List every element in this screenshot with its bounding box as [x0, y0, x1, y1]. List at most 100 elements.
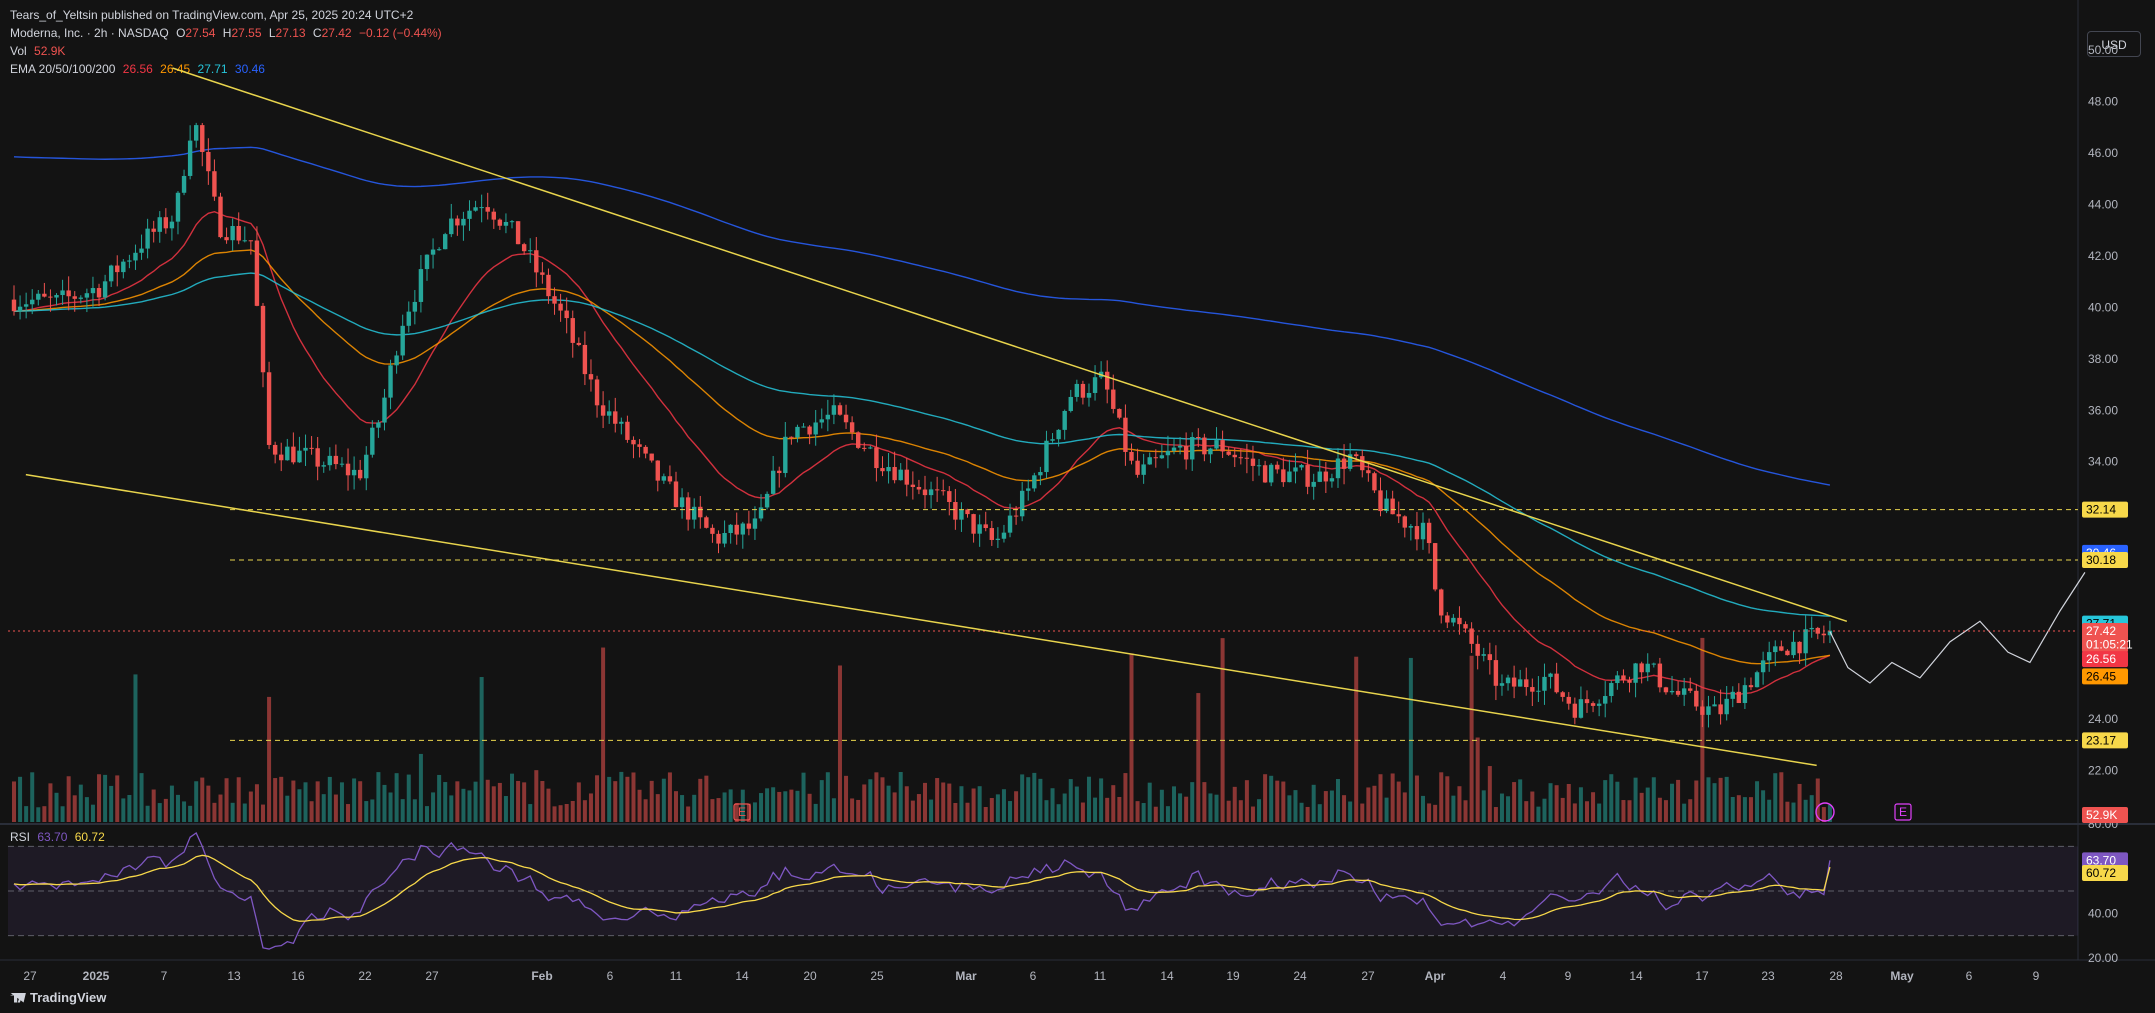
volume-bar [212, 802, 217, 822]
volume-bar [333, 794, 338, 822]
volume-bar [516, 780, 521, 822]
candle-body [406, 311, 411, 326]
volume-bar [1141, 803, 1146, 822]
volume-bar [862, 784, 867, 822]
volume-bar [1202, 782, 1207, 822]
candle-body [1821, 633, 1827, 636]
volume-bar [1815, 778, 1820, 822]
candle-body [1074, 383, 1080, 397]
volume-bar [1287, 795, 1292, 822]
volume-bar [771, 787, 776, 822]
candle-body [704, 517, 709, 528]
volume-bar [582, 800, 587, 822]
price-tag: 01:05:21 [2086, 637, 2133, 651]
volume-bar [1700, 637, 1705, 822]
volume-bar [959, 786, 964, 822]
candle-body [764, 493, 770, 508]
volume-bar [1670, 783, 1675, 822]
volume-bar [510, 773, 515, 822]
volume-bar [1378, 774, 1383, 822]
candle-body [886, 467, 891, 472]
candle-body [892, 467, 897, 481]
rsi-tag: 60.72 [2086, 866, 2116, 880]
volume-bar [1342, 795, 1347, 822]
symbol-name: Moderna, Inc. · 2h · NASDAQ [10, 26, 169, 40]
candle-body [807, 426, 812, 435]
volume-bar [1050, 788, 1055, 822]
time-axis-label: 22 [358, 969, 372, 983]
candle-body [151, 228, 156, 232]
volume-bar [54, 792, 59, 822]
candle-body [1481, 654, 1486, 656]
candle-body [582, 344, 588, 375]
volume-bar [1323, 791, 1328, 822]
volume-bar [1147, 782, 1152, 822]
volume-bar [716, 798, 721, 822]
volume-bar [66, 776, 71, 822]
currency-button[interactable]: USD [2087, 31, 2141, 57]
volume-bar [455, 781, 460, 822]
volume-bar [1360, 803, 1365, 822]
candle-body [181, 175, 187, 193]
candle-body [479, 207, 484, 209]
candle-body [1760, 660, 1766, 673]
candle-body [394, 355, 399, 366]
volume-bar [1694, 780, 1699, 822]
candle-body [17, 306, 23, 312]
candle-body [364, 454, 369, 479]
candle-body [23, 304, 29, 307]
price-tag-bg [2082, 501, 2128, 518]
candle-body [1554, 673, 1559, 693]
price-tag-bg [2082, 552, 2128, 569]
volume-bar [182, 801, 187, 822]
candle-body [54, 295, 59, 298]
candle-body [528, 250, 533, 252]
rsi-tag-bg [2082, 852, 2128, 869]
volume-bar [109, 785, 114, 822]
candle-body [849, 422, 855, 433]
rsi-legend: RSI 63.70 60.72 [10, 830, 109, 844]
candle-body [843, 414, 849, 423]
candle-body [1414, 526, 1420, 540]
volume-bar [1014, 791, 1019, 822]
volume-bar [503, 796, 508, 822]
volume-bar [1086, 776, 1091, 822]
volume-bar [1597, 803, 1602, 822]
candle-body [418, 269, 424, 302]
candle-body [345, 463, 351, 476]
candle-body [1681, 688, 1687, 695]
candle-body [1724, 698, 1729, 715]
volume-bar [1773, 773, 1778, 822]
candle-body [1293, 467, 1298, 472]
candle-body [600, 405, 606, 416]
candle-body [1548, 673, 1553, 677]
candle-body [1275, 464, 1280, 470]
ema50-line [13, 249, 1831, 665]
volume-bar [1621, 800, 1626, 822]
volume-bar [1651, 777, 1656, 822]
candle-body [1524, 679, 1529, 688]
candle-body [1190, 437, 1195, 460]
volume-bar [1208, 793, 1213, 822]
candle-body [698, 506, 703, 518]
candle-body [133, 252, 138, 261]
volume-bar [892, 792, 897, 822]
candle-body [242, 240, 247, 242]
volume-bar [880, 777, 885, 822]
volume-bar [916, 794, 921, 822]
volume-bar [1718, 777, 1723, 822]
volume-bar [467, 790, 472, 822]
rsi-value: 63.70 [37, 830, 68, 844]
time-axis-label: 25 [870, 969, 884, 983]
candle-body [1420, 522, 1426, 540]
candle-body [971, 514, 976, 534]
candle-body [48, 296, 53, 298]
candle-body [351, 469, 357, 476]
candle-body [795, 426, 800, 438]
volume-bar [1093, 797, 1098, 822]
candle-body [1050, 439, 1055, 441]
volume-bar [1275, 780, 1280, 822]
volume-bar [813, 803, 818, 822]
candle-body [206, 151, 211, 172]
